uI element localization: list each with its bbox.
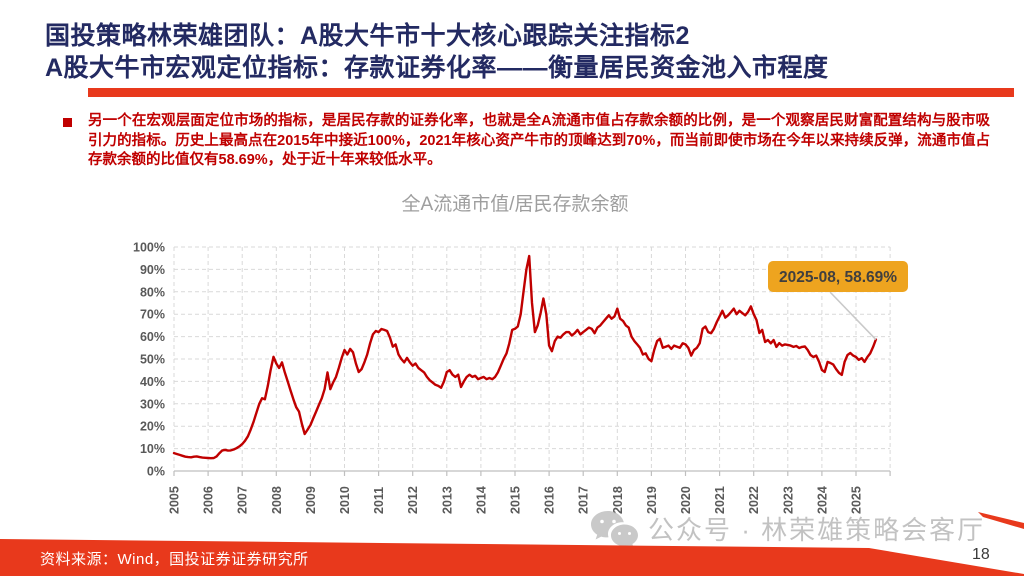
slide-title-line1: 国投策略林荣雄团队：A股大牛市十大核心跟踪关注指标2 — [45, 22, 690, 50]
x-axis-tick-label: 2013 — [440, 486, 454, 514]
source-text: 资料来源：Wind，国投证券证券研究所 — [40, 551, 309, 568]
wechat-icon — [591, 511, 638, 547]
y-axis-tick-label: 80% — [140, 285, 165, 299]
y-axis-tick-label: 20% — [140, 420, 165, 434]
slide-title-line2: A股大牛市宏观定位指标：存款证券化率——衡量居民资金池入市程度 — [45, 54, 829, 82]
watermark: 公众号 · 林荣雄策略会客厅 — [588, 508, 985, 548]
x-axis-tick-label: 2010 — [338, 486, 352, 514]
x-axis-tick-label: 2011 — [372, 487, 386, 514]
x-axis-tick-label: 2018 — [611, 486, 625, 514]
slide-title: 国投策略林荣雄团队：A股大牛市十大核心跟踪关注指标2 A股大牛市宏观定位指标：存… — [45, 20, 1015, 84]
x-axis-tick-label: 2005 — [168, 486, 182, 514]
x-axis-tick-label: 2009 — [304, 486, 318, 514]
x-axis-tick-label: 2016 — [543, 486, 557, 514]
x-axis-tick-label: 2025 — [850, 486, 864, 514]
x-axis-tick-label: 2021 — [713, 486, 727, 514]
y-axis-tick-label: 100% — [133, 241, 165, 255]
latest-value-annotation: 2025-08, 58.69% — [768, 261, 908, 341]
annotation-label: 2025-08, 58.69% — [779, 269, 897, 286]
watermark-text: 公众号 · 林荣雄策略会客厅 — [648, 514, 986, 545]
title-underline-bar — [88, 88, 1014, 97]
x-axis-tick-label: 2017 — [577, 486, 591, 514]
x-axis-tick-label: 2008 — [270, 486, 284, 514]
chart-title: 全A流通市值/居民存款余额 — [402, 193, 629, 215]
x-axis-tick-label: 2019 — [645, 486, 659, 514]
x-axis-tick-label: 2020 — [679, 486, 693, 514]
y-axis-tick-label: 40% — [140, 375, 165, 389]
trend-line — [172, 254, 878, 460]
footer-accent-stripe — [978, 512, 1024, 529]
y-axis-tick-label: 0% — [147, 465, 165, 479]
y-axis-tick-label: 90% — [140, 263, 165, 277]
y-axis-tick-label: 30% — [140, 397, 165, 411]
y-axis-tick-label: 10% — [140, 442, 165, 456]
x-axis-tick-label: 2012 — [406, 486, 420, 514]
footer-red-band — [0, 539, 1024, 576]
annotation-box — [768, 261, 908, 292]
annotation-leader-line — [829, 291, 877, 341]
x-axis-tick-label: 2023 — [781, 486, 795, 514]
page-number: 18 — [972, 546, 990, 563]
summary-paragraph: 另一个在宏观层面定位市场的指标，是居民存款的证券化率，也就是全A流通市值占存款余… — [88, 113, 990, 169]
chart-gridlines: 0% 10% 20% 30% 40% 50% 60% 70% 80% 90% 100% 2005 200… — [133, 241, 891, 514]
bullet-square-icon — [63, 118, 72, 127]
x-axis-tick-label: 2007 — [236, 486, 250, 514]
x-axis-tick-label: 2015 — [509, 486, 523, 514]
y-axis-tick-label: 60% — [140, 330, 165, 344]
x-axis-tick-label: 2006 — [202, 486, 216, 514]
y-axis-tick-label: 50% — [140, 353, 165, 367]
x-axis-tick-label: 2014 — [474, 486, 488, 514]
x-axis-tick-label: 2022 — [747, 486, 761, 514]
y-axis-tick-label: 70% — [140, 308, 165, 322]
deposit-securitization-line-chart: 全A流通市值/居民存款余额 0% 10% 20% 30% 40% 50% 60% 70% 80% 9… — [133, 193, 908, 514]
footer-band — [0, 512, 1024, 576]
x-axis-tick-label: 2024 — [815, 486, 829, 514]
